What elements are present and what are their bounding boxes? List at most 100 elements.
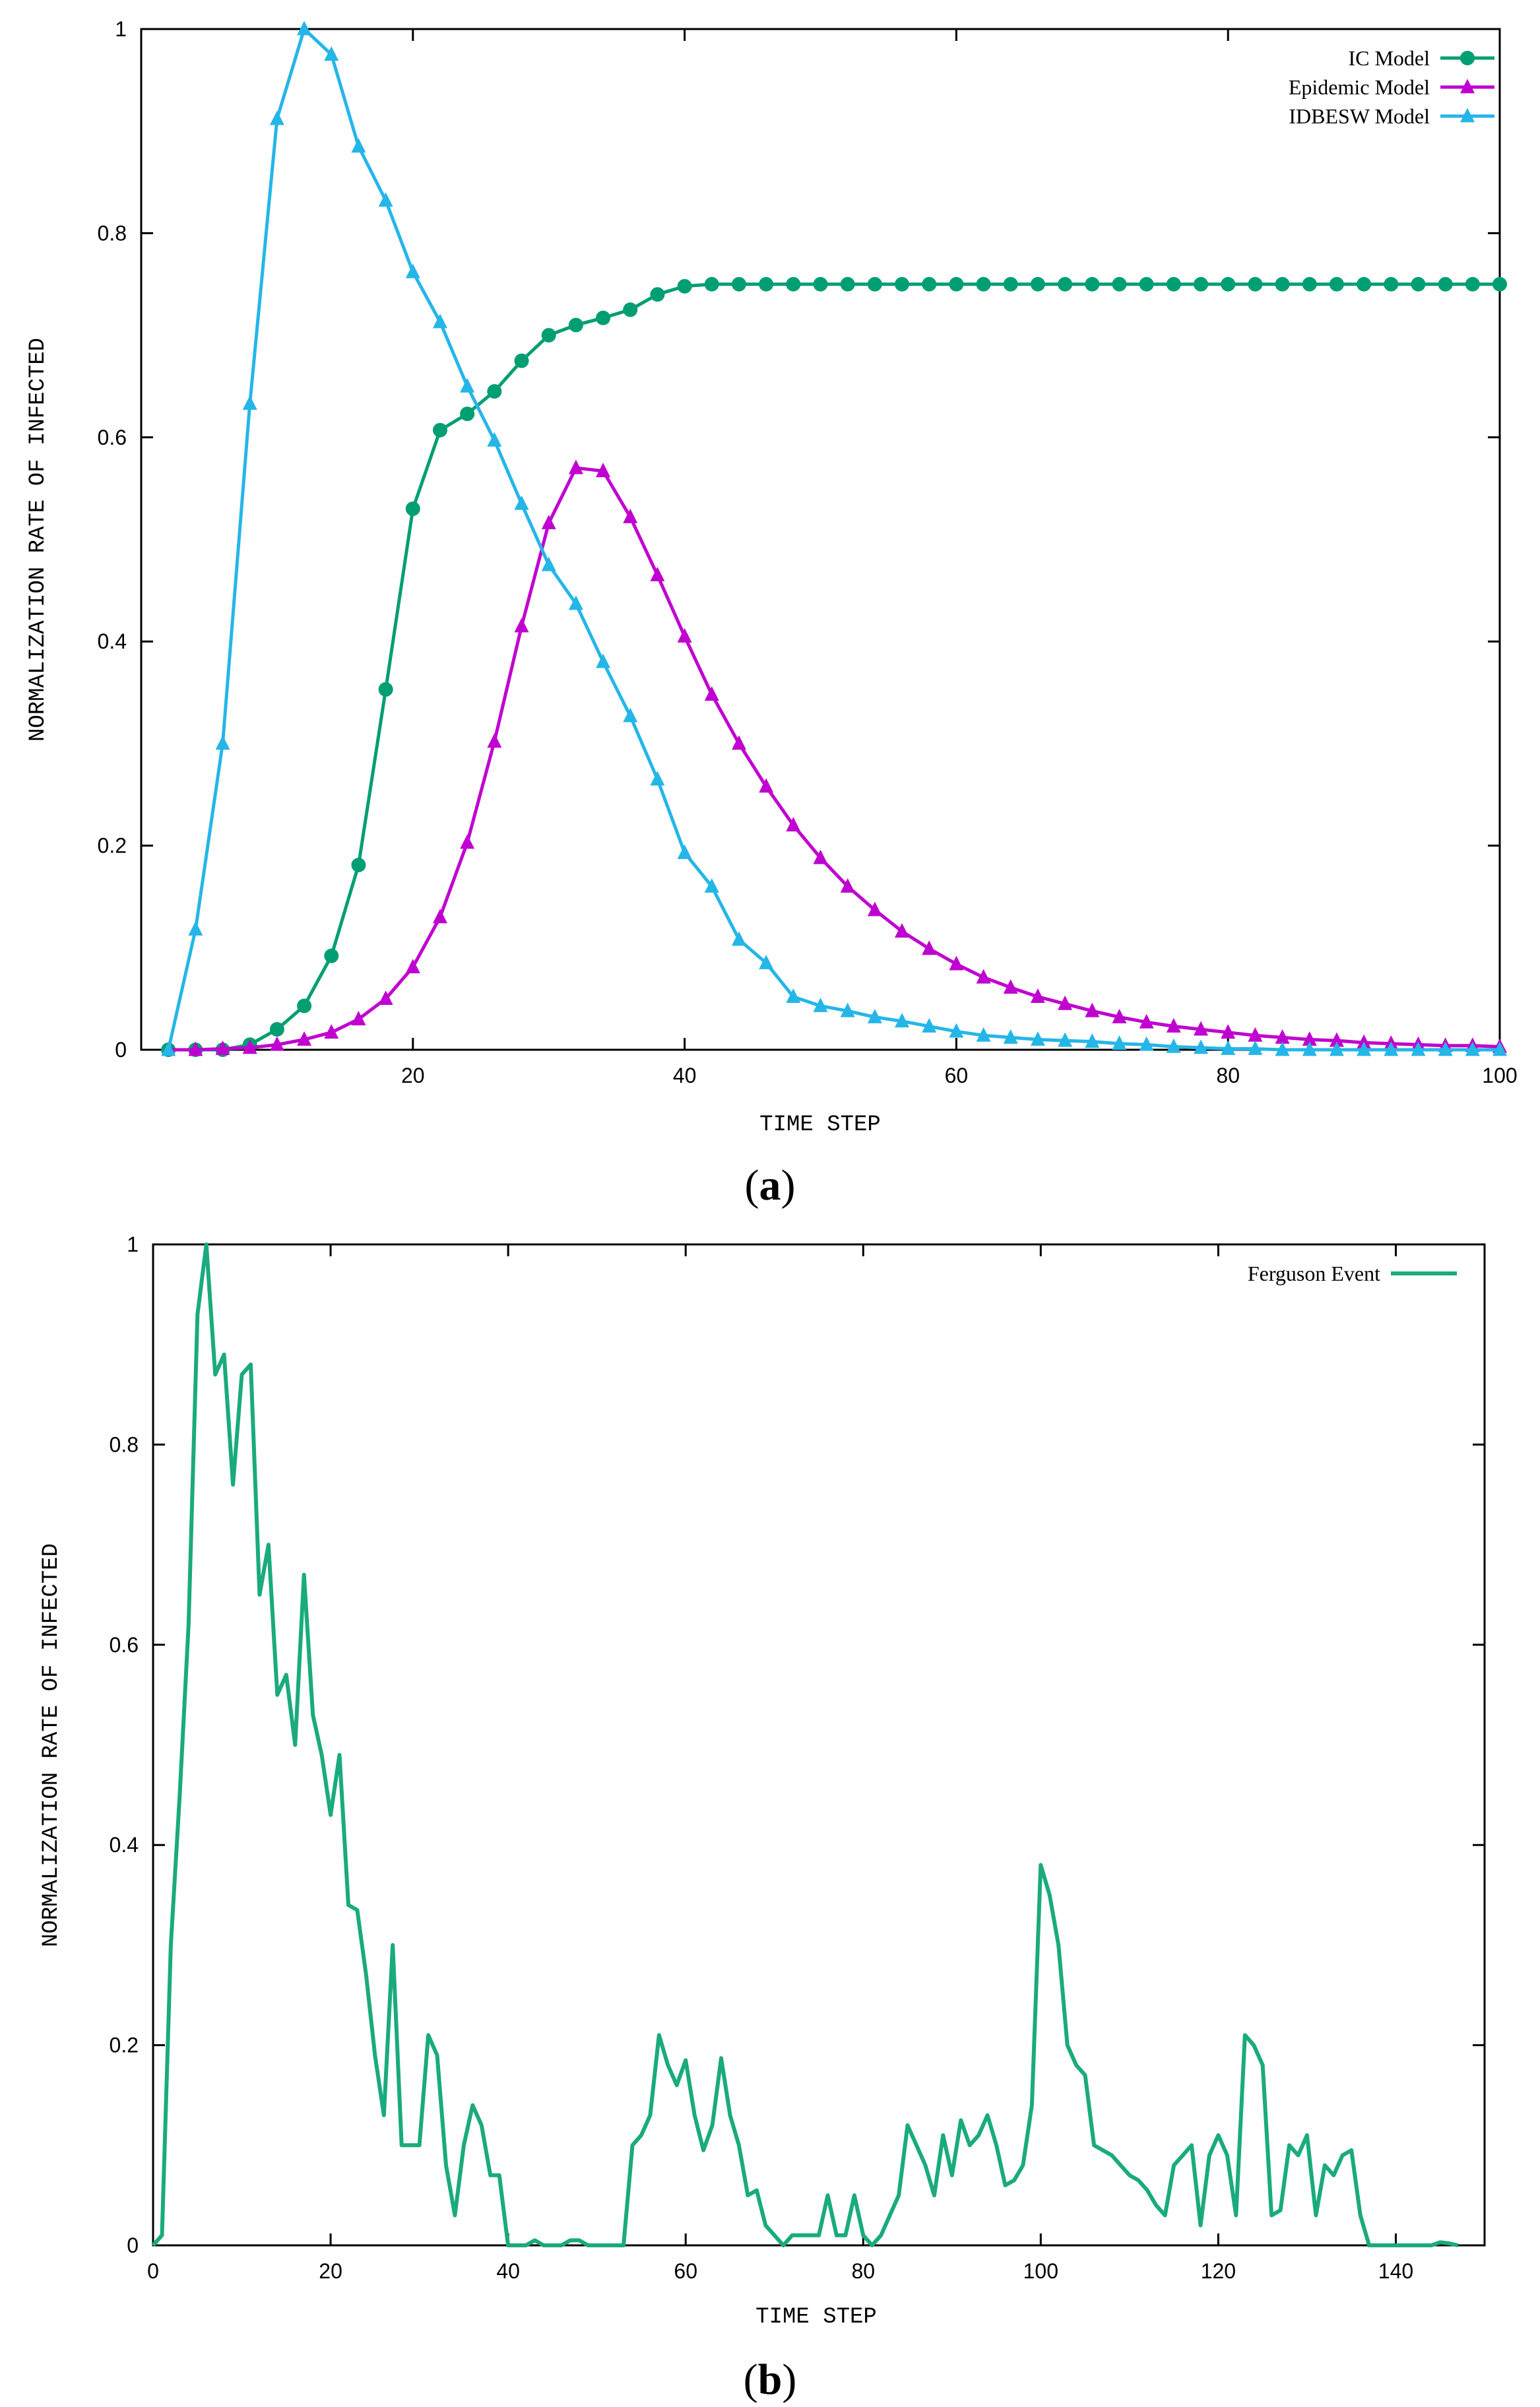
data-point: [1058, 995, 1073, 1010]
data-point: [949, 1023, 964, 1038]
data-point: [1275, 1041, 1290, 1056]
data-point: [1003, 276, 1018, 292]
data-point: [188, 1041, 203, 1056]
data-point: [1465, 1041, 1480, 1056]
data-point: [840, 1002, 855, 1017]
y-tick-label: 1: [127, 1233, 139, 1256]
data-point: [704, 276, 719, 292]
data-point: [1329, 1041, 1344, 1056]
data-point: [731, 735, 746, 750]
series-line: [166, 27, 1500, 1052]
data-point: [1139, 1013, 1154, 1029]
data-point: [759, 778, 774, 793]
x-tick-label: 20: [401, 1064, 425, 1087]
data-point: [1194, 1021, 1209, 1036]
data-point: [1085, 1033, 1100, 1048]
data-point: [759, 954, 774, 969]
data-point: [1058, 276, 1073, 292]
data-point: [1030, 276, 1045, 292]
data-point: [1058, 1032, 1073, 1047]
data-point: [324, 1024, 339, 1039]
data-point: [813, 849, 828, 864]
data-point: [867, 1008, 882, 1023]
axis-ticks-a: 0 0.2 0.4 0.6 0.8 1 20 40 60 80 100: [98, 17, 1518, 1087]
data-point: [704, 878, 719, 893]
data-point: [269, 1036, 284, 1051]
data-point: [650, 771, 665, 786]
x-tick-label: 40: [673, 1064, 697, 1087]
y-tick-label: 0.8: [110, 1432, 139, 1456]
data-point: [297, 20, 312, 36]
legend-b: Ferguson Event: [1248, 1262, 1457, 1285]
data-point: [976, 1027, 991, 1042]
data-point: [1302, 276, 1317, 292]
legend-label: IC Model: [1348, 46, 1430, 70]
data-point: [568, 595, 583, 610]
data-point: [269, 1022, 284, 1037]
panel-b-chart: 0 0.2 0.4 0.6 0.8 1 0 20 40 60 80 100 120 140 Ferguso…: [39, 1233, 1486, 2404]
data-point: [677, 844, 692, 859]
data-point: [623, 302, 638, 317]
data-point: [460, 377, 475, 393]
x-axis-label-a: TIME STEP: [759, 1112, 881, 1138]
data-point: [460, 406, 475, 422]
legend-label: IDBESW Model: [1289, 104, 1430, 128]
data-point: [813, 997, 828, 1012]
series-epidemic-model: [161, 459, 1507, 1056]
data-point: [215, 735, 230, 750]
data-point: [1085, 276, 1100, 292]
data-point: [1492, 276, 1507, 292]
data-point: [623, 508, 638, 523]
data-point: [1139, 1036, 1154, 1051]
data-point: [1139, 276, 1154, 292]
legend-label: Ferguson Event: [1248, 1262, 1380, 1285]
y-tick-label: 0.2: [110, 2034, 139, 2057]
data-point: [922, 940, 937, 955]
data-point: [1003, 979, 1018, 994]
x-tick-label: 60: [945, 1064, 969, 1087]
data-point: [786, 276, 801, 292]
data-point: [1384, 1041, 1399, 1056]
x-tick-label: 100: [1023, 2259, 1058, 2283]
series-group-a: [161, 20, 1507, 1057]
plot-frame-b: [152, 1243, 1486, 2247]
data-point: [1384, 276, 1399, 292]
legend-label: Epidemic Model: [1289, 75, 1430, 99]
data-point: [759, 276, 774, 292]
data-point: [1221, 1040, 1236, 1055]
data-point: [514, 618, 529, 633]
data-point: [161, 1041, 176, 1056]
data-point: [1357, 276, 1372, 292]
data-point: [1302, 1041, 1317, 1056]
x-tick-label: 60: [674, 2259, 697, 2283]
data-point: [677, 278, 692, 294]
data-point: [1357, 1041, 1372, 1056]
data-point: [242, 395, 257, 410]
data-point: [1248, 1040, 1263, 1055]
data-point: [351, 857, 366, 872]
data-point: [731, 276, 746, 292]
data-point: [297, 998, 312, 1013]
data-point: [1003, 1029, 1018, 1044]
data-point: [1030, 988, 1045, 1003]
data-point: [1329, 1032, 1344, 1047]
series-group-b: [151, 1242, 1459, 2247]
data-point: [351, 138, 366, 153]
data-point: [568, 317, 583, 333]
x-axis-label-b: TIME STEP: [755, 2305, 877, 2330]
data-point: [1438, 1041, 1453, 1056]
y-tick-label: 1: [115, 17, 127, 41]
data-point: [650, 567, 665, 582]
legend-marker: [1460, 108, 1475, 123]
x-tick-label: 20: [319, 2259, 342, 2283]
data-point: [324, 46, 339, 61]
data-point: [1302, 1031, 1317, 1046]
x-tick-label: 100: [1482, 1064, 1517, 1087]
series-line: [151, 1242, 1459, 2247]
y-axis-label-a: NORMALIZATION RATE OF INFECTED: [26, 338, 51, 742]
data-point: [786, 988, 801, 1003]
data-point: [405, 959, 420, 974]
caption-b: (b): [744, 2356, 797, 2404]
data-point: [895, 1013, 910, 1028]
